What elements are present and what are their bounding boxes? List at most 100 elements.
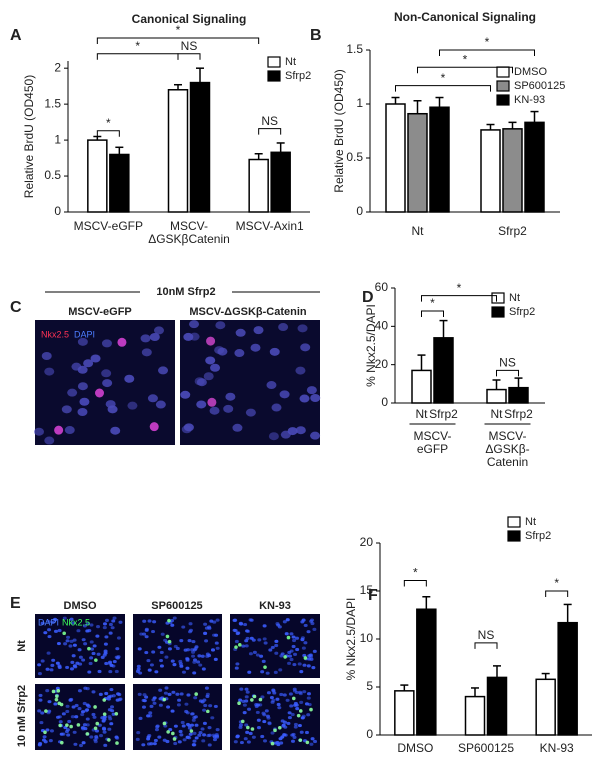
nucleus bbox=[283, 725, 288, 729]
nucleus bbox=[194, 645, 199, 649]
nucleus bbox=[154, 670, 159, 674]
nucleus bbox=[173, 644, 178, 649]
panel-letter: C bbox=[10, 299, 22, 316]
nucleus bbox=[287, 715, 292, 720]
bar bbox=[535, 678, 556, 736]
nucleus bbox=[186, 648, 191, 652]
legend-swatch bbox=[507, 516, 521, 528]
nucleus bbox=[295, 707, 300, 711]
nucleus bbox=[253, 326, 264, 335]
nucleus bbox=[239, 740, 244, 745]
nucleus bbox=[232, 423, 243, 432]
nucleus bbox=[158, 703, 163, 707]
nucleus bbox=[101, 719, 106, 723]
nucleus bbox=[112, 616, 117, 620]
positive-nucleus bbox=[189, 729, 194, 733]
nucleus bbox=[177, 740, 182, 744]
nucleus bbox=[90, 647, 95, 651]
bar bbox=[416, 608, 437, 736]
nucleus bbox=[102, 622, 107, 626]
y-tick-label: 10 bbox=[360, 631, 374, 645]
nucleus bbox=[137, 647, 142, 651]
nucleus bbox=[48, 739, 53, 743]
nucleus bbox=[279, 692, 284, 697]
nucleus bbox=[114, 669, 119, 674]
nucleus bbox=[306, 630, 311, 634]
nucleus bbox=[183, 423, 194, 432]
significance-label: * bbox=[463, 52, 468, 66]
image-row: Nt bbox=[16, 640, 28, 652]
nucleus bbox=[225, 392, 236, 401]
legend-label: Sfrp2 bbox=[509, 306, 535, 318]
nucleus bbox=[203, 703, 208, 708]
nucleus bbox=[310, 618, 315, 622]
nucleus bbox=[245, 730, 250, 734]
nucleus bbox=[247, 707, 252, 711]
positive-nucleus bbox=[76, 723, 81, 727]
positive-nucleus bbox=[62, 631, 66, 636]
image-column: SP600125 bbox=[151, 600, 202, 612]
nucleus bbox=[298, 691, 303, 696]
nucleus bbox=[138, 716, 143, 720]
nucleus bbox=[190, 712, 195, 716]
nucleus bbox=[235, 662, 240, 666]
significance-label: NS bbox=[181, 39, 198, 53]
bar bbox=[480, 129, 501, 213]
nucleus bbox=[67, 388, 78, 397]
nucleus bbox=[67, 719, 72, 724]
nucleus bbox=[223, 404, 234, 413]
nucleus bbox=[306, 692, 311, 696]
nucleus bbox=[72, 730, 77, 734]
bar bbox=[270, 151, 291, 213]
nucleus bbox=[200, 727, 205, 731]
nucleus bbox=[170, 709, 175, 713]
nucleus bbox=[50, 663, 55, 667]
x-tick-label: Nt bbox=[412, 224, 425, 238]
nucleus bbox=[141, 698, 146, 703]
nucleus bbox=[255, 710, 260, 715]
nucleus bbox=[124, 374, 135, 383]
nucleus bbox=[262, 624, 267, 628]
nucleus bbox=[40, 659, 45, 663]
legend-label: KN-93 bbox=[514, 94, 545, 106]
y-tick-label: 0.5 bbox=[346, 150, 363, 164]
nucleus bbox=[304, 702, 309, 706]
y-tick-label: 1 bbox=[356, 96, 363, 110]
legend-label: Nt bbox=[509, 292, 520, 304]
nucleus bbox=[245, 690, 250, 694]
nucleus bbox=[71, 654, 76, 658]
nucleus bbox=[273, 670, 278, 674]
nucleus bbox=[300, 636, 305, 640]
nucleus bbox=[108, 669, 113, 674]
nucleus bbox=[103, 743, 108, 747]
nucleus bbox=[208, 704, 213, 708]
nucleus bbox=[245, 408, 256, 417]
nucleus bbox=[77, 689, 82, 693]
nucleus bbox=[42, 735, 47, 739]
nucleus bbox=[160, 632, 165, 636]
nucleus bbox=[104, 635, 109, 639]
nucleus bbox=[288, 654, 293, 658]
significance-bracket bbox=[177, 53, 201, 60]
nucleus bbox=[102, 379, 113, 388]
nucleus bbox=[215, 321, 226, 330]
nucleus bbox=[111, 694, 116, 698]
legend-swatch bbox=[491, 306, 505, 318]
nucleus bbox=[89, 735, 94, 739]
nucleus bbox=[179, 733, 184, 737]
nucleus bbox=[203, 372, 214, 381]
nucleus bbox=[198, 699, 203, 703]
significance-label: * bbox=[135, 39, 140, 53]
nucleus bbox=[34, 427, 45, 436]
nucleus bbox=[100, 655, 105, 659]
positive-nucleus bbox=[102, 712, 107, 716]
nucleus bbox=[159, 664, 164, 668]
positive-nucleus bbox=[149, 422, 159, 432]
significance-label: * bbox=[457, 281, 462, 295]
nucleus bbox=[238, 725, 243, 729]
nucleus bbox=[43, 631, 48, 635]
nucleus bbox=[280, 652, 285, 656]
nucleus bbox=[57, 715, 62, 719]
panel-letter: A bbox=[10, 27, 22, 44]
legend-label: Nt bbox=[525, 516, 536, 528]
